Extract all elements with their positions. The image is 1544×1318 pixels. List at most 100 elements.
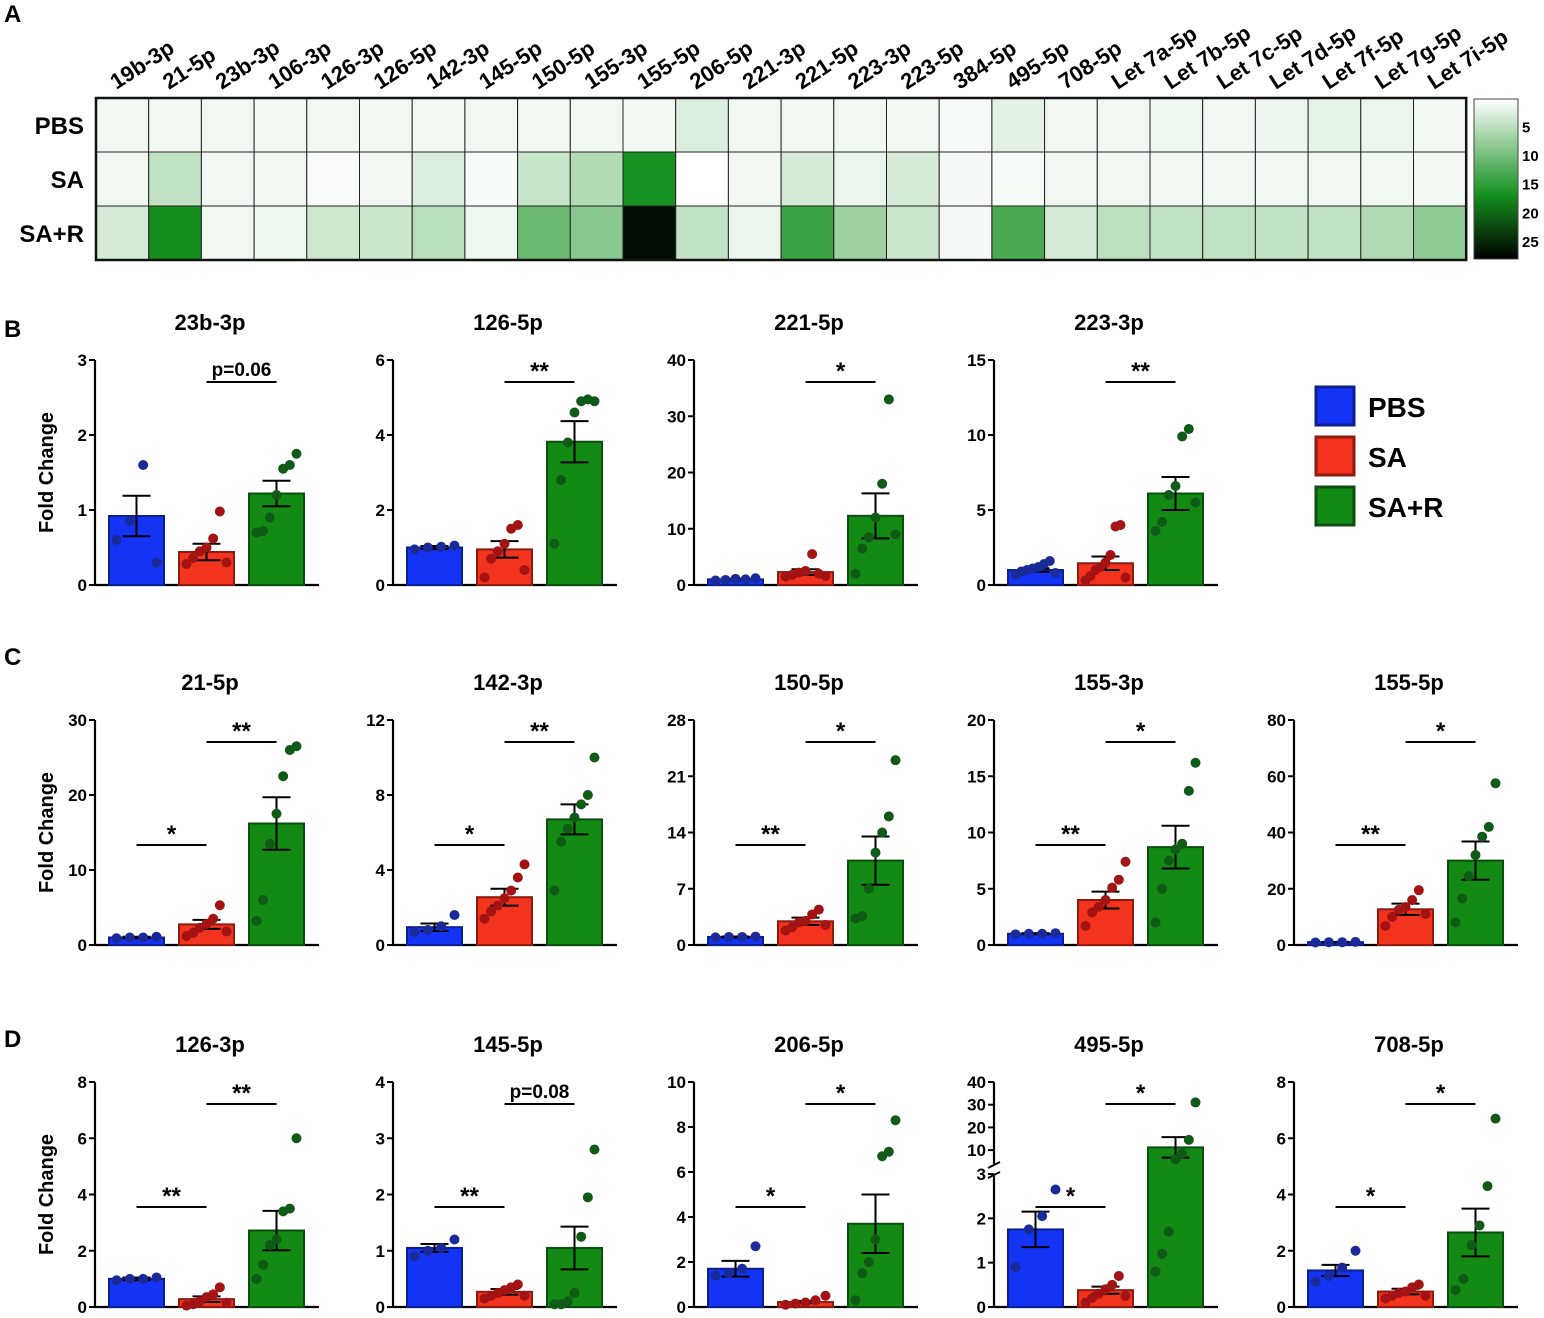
data-point <box>499 538 510 549</box>
data-point <box>730 573 741 584</box>
y-tick-label: 0 <box>977 1298 986 1317</box>
data-point <box>870 847 881 858</box>
significance-label: ** <box>232 718 251 745</box>
significance-label: * <box>465 821 475 848</box>
data-point <box>1190 1097 1201 1108</box>
chart-title: 221-5p <box>774 310 844 335</box>
y-tick-label: 20 <box>967 1118 986 1137</box>
y-tick-label: 10 <box>667 520 686 539</box>
heatmap-cell <box>991 205 1046 261</box>
heatmap-cell <box>1413 151 1467 207</box>
heatmap-cell <box>148 151 202 207</box>
chart-title: 150-5p <box>774 670 844 695</box>
data-point <box>1183 1134 1194 1145</box>
heatmap-cell <box>1307 205 1362 261</box>
panel-letter-c: C <box>4 644 21 671</box>
data-point <box>1105 550 1116 560</box>
data-point <box>436 541 447 552</box>
data-point <box>589 1144 600 1155</box>
data-point <box>201 542 212 553</box>
y-tick-label: 2 <box>977 1209 986 1228</box>
significance-label: p=0.06 <box>212 360 272 381</box>
data-point <box>1177 838 1188 849</box>
heatmap-cell <box>727 97 782 153</box>
bar-chart-495-5p: 495-5p 0 1 2 3 10 20 30 40 * * <box>967 1032 1218 1317</box>
heatmap-cell <box>1360 205 1415 261</box>
significance-label: ** <box>232 1080 251 1107</box>
colorbar-tick-label: 25 <box>1522 234 1539 251</box>
data-point <box>271 490 282 500</box>
data-point <box>409 1251 420 1262</box>
y-tick-label: 0 <box>1277 936 1286 955</box>
chart-title: 223-3p <box>1074 310 1144 335</box>
data-point <box>512 1279 523 1290</box>
data-point <box>813 904 824 915</box>
data-point <box>883 394 894 405</box>
data-point <box>1183 424 1194 434</box>
data-point <box>519 565 530 575</box>
data-point <box>1113 1270 1124 1281</box>
significance-label: ** <box>530 358 549 385</box>
data-point <box>1080 920 1091 931</box>
data-point <box>214 1282 225 1293</box>
y-tick-label: 8 <box>78 1073 87 1092</box>
y-tick-label: 2 <box>376 501 385 520</box>
y-tick-label: 2 <box>376 1186 385 1205</box>
heatmap-cell <box>938 151 993 207</box>
y-tick-label: 15 <box>967 767 986 786</box>
data-point <box>1044 556 1055 566</box>
significance-label: * <box>836 358 846 385</box>
y-tick-label: 4 <box>677 1208 687 1227</box>
data-point <box>562 1296 573 1307</box>
chart-title: 126-3p <box>175 1032 245 1057</box>
data-point <box>258 526 269 536</box>
data-point <box>1170 844 1181 855</box>
y-tick-label: 2 <box>78 426 87 445</box>
heatmap-cell <box>991 97 1046 153</box>
data-point <box>850 568 861 579</box>
data-point <box>258 1259 269 1270</box>
heatmap-cell <box>1360 151 1415 207</box>
legend-label-sa-r: SA+R <box>1368 492 1443 523</box>
data-point <box>576 1231 587 1242</box>
data-point <box>111 933 122 944</box>
data-point <box>1093 901 1104 912</box>
y-tick-label: 8 <box>1277 1073 1286 1092</box>
data-point <box>1470 850 1481 860</box>
bar-chart-223-3p: 223-3p 0 5 10 15 ** <box>967 310 1218 595</box>
significance-label: * <box>1136 1080 1146 1107</box>
data-point <box>807 549 818 560</box>
data-point <box>1120 856 1131 867</box>
data-point <box>1420 1290 1431 1301</box>
data-point <box>820 1290 831 1301</box>
data-point <box>1190 497 1201 508</box>
data-point <box>723 1268 734 1279</box>
heatmap-cell <box>1044 151 1098 207</box>
data-point <box>221 926 232 937</box>
significance-label: p=0.08 <box>510 1082 570 1103</box>
chart-title: 23b-3p <box>175 310 246 335</box>
bar-chart-126-3p: 126-3p Fold Change 0 2 4 6 8 ** ** <box>36 1032 319 1317</box>
heatmap-cell <box>1254 97 1309 153</box>
data-point <box>278 771 289 782</box>
data-point <box>883 811 894 822</box>
heatmap-cell <box>1044 205 1098 261</box>
y-tick-label: 0 <box>1277 1298 1286 1317</box>
chart-title: 142-3p <box>473 670 543 695</box>
y-axis-label: Fold Change <box>36 1134 58 1255</box>
data-point <box>422 925 433 935</box>
y-tick-label: 0 <box>376 576 385 595</box>
y-tick-label: 7 <box>677 880 686 899</box>
y-tick-label: 28 <box>667 711 686 730</box>
y-tick-label: 20 <box>68 786 87 805</box>
y-tick-label: 0 <box>376 936 385 955</box>
heatmap-cell <box>675 205 729 261</box>
data-point <box>1490 778 1501 789</box>
data-point <box>124 1273 135 1284</box>
data-point <box>750 931 761 942</box>
y-tick-label: 8 <box>677 1118 686 1137</box>
y-tick-label: 10 <box>68 861 87 880</box>
